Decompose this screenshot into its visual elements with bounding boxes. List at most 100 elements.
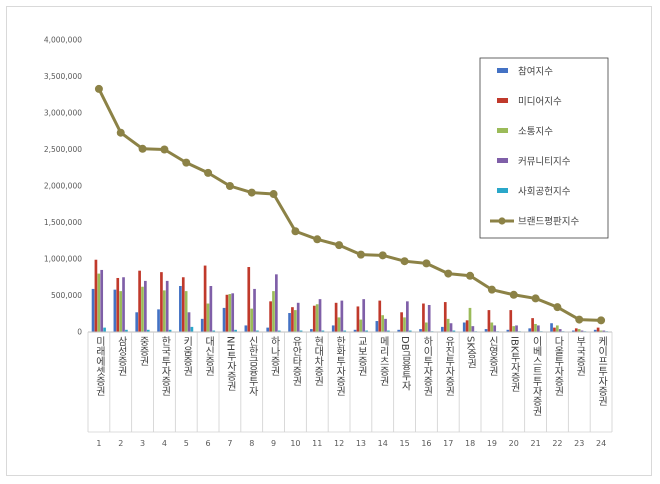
x-rank-label: 1 — [96, 439, 101, 448]
bar — [553, 327, 556, 332]
x-category-label: 하이투자증권 — [421, 335, 433, 396]
line-point — [116, 128, 125, 137]
x-category-label: 다올투자증권 — [552, 336, 564, 396]
legend-swatch — [497, 158, 508, 163]
x-rank-label: 17 — [443, 439, 453, 448]
x-rank-label: 8 — [249, 439, 254, 448]
x-rank-label: 23 — [574, 439, 584, 448]
bar — [225, 294, 229, 332]
y-tick-label: 0 — [77, 328, 82, 337]
x-rank-label: 15 — [399, 439, 409, 448]
y-tick-label: 500,000 — [51, 291, 82, 300]
bar — [91, 288, 95, 332]
x-rank-label: 9 — [271, 439, 276, 448]
line-point — [94, 84, 103, 93]
line-point — [138, 144, 147, 153]
bar — [422, 303, 425, 332]
line-point — [247, 188, 256, 197]
bar — [234, 329, 237, 332]
x-category-label: 한국투자증권 — [159, 336, 171, 396]
bar — [443, 302, 447, 332]
line-point — [400, 257, 409, 266]
x-rank-label: 20 — [509, 439, 519, 448]
bar — [231, 293, 235, 332]
bar — [125, 329, 128, 332]
x-category-label: 중증권 — [137, 336, 149, 366]
x-category-label: 케이프투자증권 — [596, 336, 608, 406]
bar — [340, 300, 344, 332]
bar — [100, 269, 104, 332]
x-rank-label: 11 — [312, 439, 322, 448]
x-category-label: 대신증권 — [203, 336, 215, 376]
bar — [580, 330, 584, 332]
y-tick-label: 1,500,000 — [44, 218, 82, 227]
line-point — [291, 227, 300, 236]
x-category-label: SK증권 — [465, 336, 477, 369]
bar — [468, 307, 472, 332]
x-rank-label: 3 — [140, 439, 145, 448]
bar — [266, 327, 270, 332]
bar — [462, 322, 466, 332]
legend-label: 참여지수 — [518, 66, 553, 78]
line-point — [487, 285, 496, 294]
bar — [602, 330, 606, 332]
x-category-label: 교보증권 — [355, 336, 367, 376]
bar — [599, 330, 603, 332]
bar — [144, 280, 147, 332]
x-category-label: 신영증권 — [486, 336, 498, 376]
x-axis: 미래에셋증권 삼성증권 중증권 한국투자증권 키움증권 대신증권 NH투자증권 신한금융투자 하… — [87, 331, 613, 448]
line-point — [553, 303, 562, 312]
x-rank-label: 12 — [334, 439, 344, 448]
line-point — [204, 168, 213, 177]
bar — [184, 291, 188, 332]
legend-box — [479, 57, 609, 239]
bar — [200, 318, 204, 332]
bar — [253, 288, 256, 332]
legend-label: 미디어지수 — [518, 97, 562, 108]
bar — [465, 320, 469, 332]
bar — [299, 330, 303, 332]
bar — [247, 267, 251, 332]
bar — [138, 270, 141, 332]
bar — [228, 294, 232, 332]
bar — [384, 318, 387, 332]
line-point — [356, 250, 365, 259]
bar — [449, 323, 453, 332]
bar — [515, 325, 518, 332]
bar — [244, 325, 248, 332]
bar — [222, 307, 226, 332]
bar — [512, 326, 515, 332]
bar — [165, 280, 169, 332]
line-point — [269, 190, 278, 199]
legend-label: 브랜드평판지수 — [518, 217, 579, 228]
bar — [321, 330, 325, 332]
bar — [277, 330, 281, 332]
bar — [403, 317, 406, 332]
bar — [157, 309, 160, 332]
legend-swatch — [497, 68, 508, 73]
line-point — [225, 182, 234, 190]
bar — [160, 272, 163, 332]
x-category-label: DB금융투자 — [399, 336, 411, 391]
bar — [419, 329, 422, 332]
bar — [381, 315, 384, 332]
bar — [162, 290, 166, 332]
y-tick-label: 3,000,000 — [44, 109, 82, 118]
x-category-label: 신한금융투자 — [246, 336, 258, 397]
bar — [484, 329, 488, 332]
bar — [550, 323, 553, 332]
legend-swatch — [497, 188, 508, 193]
x-rank-label: 2 — [118, 439, 123, 448]
bar — [424, 322, 428, 332]
bar — [181, 277, 185, 332]
bar — [179, 286, 182, 332]
bar — [103, 327, 106, 332]
x-rank-label: 4 — [162, 439, 167, 448]
x-rank-label: 10 — [290, 439, 300, 448]
y-tick-label: 2,000,000 — [44, 182, 82, 191]
x-category-label: 이베스트투자증권 — [530, 336, 542, 416]
x-rank-label: 16 — [421, 439, 431, 448]
bar — [113, 289, 117, 332]
bar — [187, 312, 191, 332]
